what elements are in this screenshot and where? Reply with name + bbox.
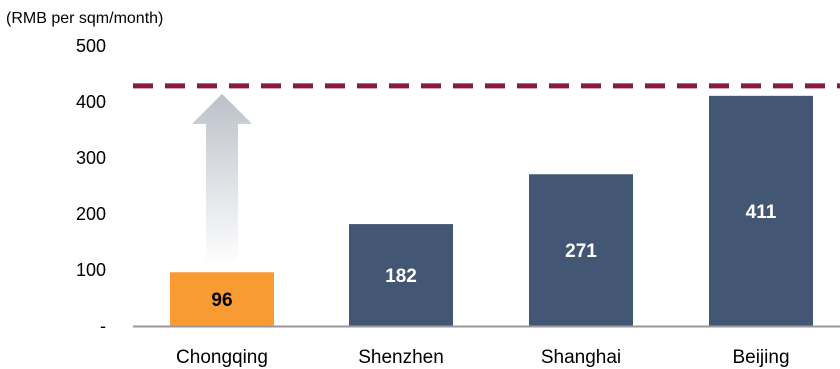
bar-chongqing <box>170 272 274 326</box>
y-tick-label: 500 <box>76 36 106 56</box>
bar-value-label: 271 <box>565 241 597 262</box>
y-tick-label: 100 <box>76 260 106 280</box>
y-tick-label: 200 <box>76 204 106 224</box>
y-tick-label: 400 <box>76 92 106 112</box>
bar-shanghai <box>529 174 633 326</box>
x-tick-label: Shanghai <box>541 347 621 368</box>
bar-value-label: 411 <box>746 202 777 223</box>
increase-arrow-icon <box>192 93 252 267</box>
bar-beijing <box>709 95 813 326</box>
y-tick-label: - <box>100 316 106 336</box>
x-axis-labels: Chongqing Shenzhen Shanghai Beijing <box>176 347 789 368</box>
bars: 96 182 271 411 <box>170 95 813 326</box>
bar-value-label: 182 <box>385 266 417 287</box>
x-tick-label: Shenzhen <box>358 347 444 368</box>
y-axis-unit-label: (RMB per sqm/month) <box>6 10 164 27</box>
x-tick-label: Chongqing <box>176 347 268 368</box>
y-axis: - 100 200 300 400 500 <box>76 36 106 336</box>
bar-shenzhen <box>349 224 453 326</box>
bar-value-label: 96 <box>211 290 232 311</box>
increase-arrow-layer <box>192 93 252 267</box>
y-tick-label: 300 <box>76 148 106 168</box>
x-tick-label: Beijing <box>732 347 789 368</box>
